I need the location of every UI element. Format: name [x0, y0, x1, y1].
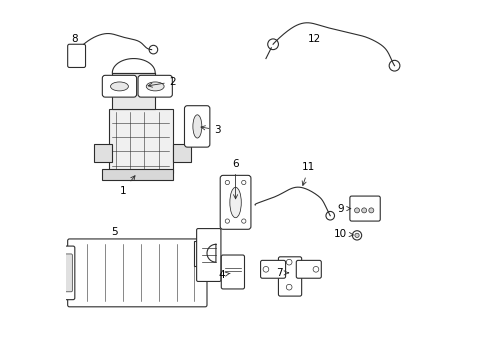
Text: 3: 3 [201, 125, 221, 135]
Circle shape [149, 45, 157, 54]
Text: 12: 12 [307, 34, 320, 44]
Circle shape [241, 219, 245, 223]
FancyBboxPatch shape [57, 246, 75, 300]
Circle shape [267, 39, 278, 50]
Circle shape [285, 284, 291, 290]
FancyBboxPatch shape [349, 196, 380, 221]
Circle shape [285, 259, 291, 265]
FancyBboxPatch shape [260, 260, 285, 278]
Text: 11: 11 [302, 162, 315, 185]
FancyBboxPatch shape [67, 239, 206, 307]
Ellipse shape [110, 82, 128, 91]
Circle shape [352, 231, 361, 240]
Text: 1: 1 [120, 176, 135, 196]
Circle shape [354, 233, 358, 238]
Circle shape [241, 180, 245, 185]
Circle shape [361, 208, 366, 213]
FancyBboxPatch shape [67, 44, 85, 67]
Text: 6: 6 [232, 159, 239, 199]
Polygon shape [173, 144, 190, 162]
Polygon shape [108, 109, 173, 173]
Polygon shape [94, 144, 112, 162]
Circle shape [354, 208, 359, 213]
Text: 9: 9 [336, 203, 350, 213]
Polygon shape [102, 169, 173, 180]
Text: 2: 2 [148, 77, 176, 87]
FancyBboxPatch shape [60, 254, 72, 292]
Polygon shape [112, 73, 155, 109]
Ellipse shape [229, 187, 241, 218]
Text: 5: 5 [111, 227, 117, 237]
FancyBboxPatch shape [296, 260, 321, 278]
FancyBboxPatch shape [184, 106, 209, 147]
Polygon shape [194, 241, 216, 266]
Circle shape [325, 211, 334, 220]
FancyBboxPatch shape [221, 255, 244, 289]
Circle shape [312, 266, 318, 272]
Text: 10: 10 [333, 229, 353, 239]
Circle shape [263, 266, 268, 272]
Circle shape [225, 219, 229, 223]
FancyBboxPatch shape [278, 257, 301, 296]
Text: 8: 8 [71, 34, 78, 44]
Text: 4: 4 [218, 270, 230, 280]
Ellipse shape [192, 115, 202, 138]
FancyBboxPatch shape [138, 75, 172, 97]
FancyBboxPatch shape [196, 229, 221, 282]
Circle shape [368, 208, 373, 213]
FancyBboxPatch shape [102, 75, 136, 97]
Circle shape [225, 180, 229, 185]
Circle shape [388, 60, 399, 71]
FancyBboxPatch shape [220, 175, 250, 229]
Ellipse shape [146, 82, 164, 91]
Text: 7: 7 [276, 268, 288, 278]
